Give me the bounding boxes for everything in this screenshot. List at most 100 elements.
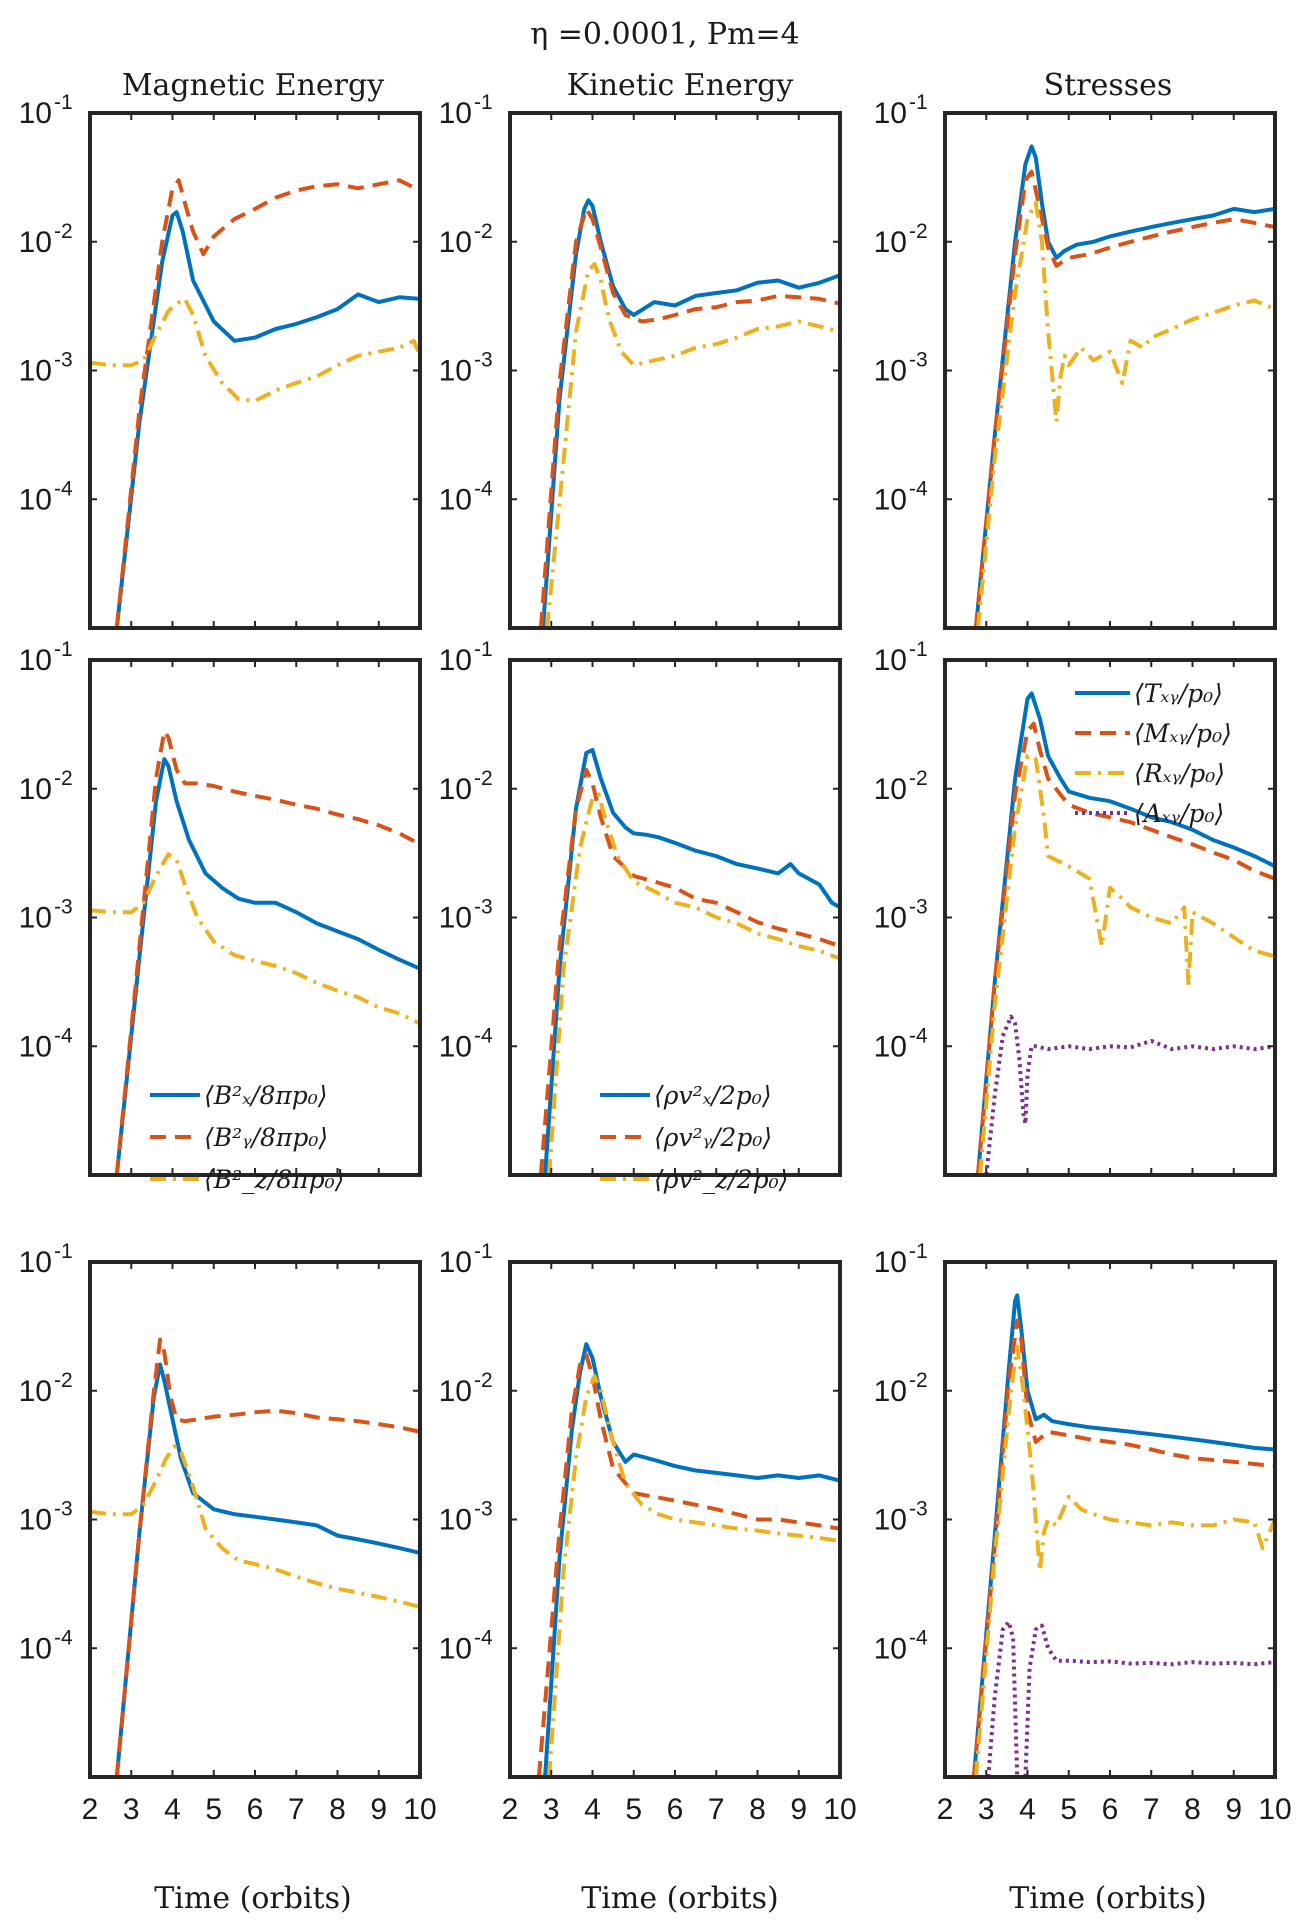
y-tick-exponent: -4 <box>54 1024 73 1047</box>
y-tick-label: 10 <box>19 1246 52 1279</box>
legend-label-dashdot: ⟨B²_z/8πp₀⟩ <box>204 1165 344 1194</box>
y-tick-exponent: -2 <box>474 220 493 243</box>
series-line-dashdot <box>547 792 840 1175</box>
y-tick-label: 10 <box>874 1246 907 1279</box>
y-tick-label: 10 <box>874 97 907 130</box>
y-tick-label: 10 <box>439 483 472 516</box>
y-tick-exponent: -1 <box>909 638 928 661</box>
panel-1-1: 10-110-210-310 -4⟨ρv²ₓ/2p₀⟩⟨ρv²ᵧ/2p₀⟩⟨ρv²… <box>439 638 842 1194</box>
y-tick-exponent: -4 <box>909 1024 928 1047</box>
y-tick-exponent: -1 <box>54 638 73 661</box>
series-line-dashdot <box>90 1444 420 1609</box>
x-tick-label: 8 <box>749 1793 766 1826</box>
series-line-dotted <box>984 1014 1275 1175</box>
y-tick-exponent: -3 <box>909 1498 928 1521</box>
series-line-solid <box>114 210 420 628</box>
legend-label-dash: ⟨ρv²ᵧ/2p₀⟩ <box>654 1123 772 1152</box>
series-line-solid <box>114 1362 420 1777</box>
x-tick-label: 10 <box>1258 1793 1291 1826</box>
y-tick-exponent: -2 <box>54 1369 73 1392</box>
series-line-solid <box>973 144 1275 628</box>
y-tick-exponent: -1 <box>909 1240 928 1263</box>
y-tick-exponent: -4 <box>474 1626 493 1649</box>
column-title-kinetic: Kinetic Energy <box>567 68 794 103</box>
y-tick-label: 10 <box>439 1375 472 1408</box>
legend-label-dashdot: ⟨ρv²_z/2p₀⟩ <box>654 1165 788 1194</box>
series-line-solid <box>543 748 840 1175</box>
series-line-dash <box>971 1318 1275 1777</box>
x-tick-label: 6 <box>1102 1793 1119 1826</box>
x-tick-label: 4 <box>584 1793 601 1826</box>
panel-1-0: 10-110-210-310 -4⟨B²ₓ/8πp₀⟩⟨B²ᵧ/8πp₀⟩⟨B²_… <box>19 638 422 1194</box>
y-tick-label: 10 <box>874 1632 907 1665</box>
legend-label-solid: ⟨ρv²ₓ/2p₀⟩ <box>654 1081 772 1110</box>
series-line-solid <box>971 1293 1275 1777</box>
panel-0-0: 10-110-210-310-4 <box>19 91 422 630</box>
y-tick-label: 10 <box>439 1246 472 1279</box>
series-line-dash <box>538 767 840 1175</box>
series-line-dashdot <box>547 1374 840 1777</box>
x-tick-label: 2 <box>937 1793 954 1826</box>
column-title-stresses: Stresses <box>1044 68 1173 103</box>
y-tick-label: 10 <box>439 644 472 677</box>
y-tick-exponent: -3 <box>474 349 493 372</box>
x-tick-label: 4 <box>1019 1793 1036 1826</box>
series-line-dashdot <box>976 201 1275 628</box>
y-tick-exponent: -2 <box>474 767 493 790</box>
series-line-dashdot <box>90 296 420 403</box>
y-tick-label: 10 <box>439 1504 472 1537</box>
y-tick-exponent: -1 <box>54 91 73 114</box>
x-tick-label: 7 <box>288 1793 305 1826</box>
x-tick-label: 3 <box>543 1793 560 1826</box>
y-tick-exponent: -2 <box>909 220 928 243</box>
x-tick-label: 5 <box>625 1793 642 1826</box>
y-tick-label: 10 <box>874 355 907 388</box>
x-tick-label: 10 <box>823 1793 856 1826</box>
y-tick-label: 10 <box>439 1632 472 1665</box>
x-tick-label: 9 <box>790 1793 807 1826</box>
legend-label-solid: ⟨B²ₓ/8πp₀⟩ <box>204 1081 328 1110</box>
y-tick-exponent: -4 <box>54 477 73 500</box>
x-tick-label: 2 <box>502 1793 519 1826</box>
panel-0-1: 10-110-210-310-4 <box>439 91 842 630</box>
y-tick-exponent: -3 <box>54 349 73 372</box>
legend-label-dashdot: ⟨Rₓᵧ/p₀⟩ <box>1134 759 1225 788</box>
x-tick-label: 7 <box>708 1793 725 1826</box>
series-line-dash <box>114 1337 420 1777</box>
x-axis-label-2: Time (orbits) <box>581 1881 778 1916</box>
y-tick-label: 10 <box>439 773 472 806</box>
y-tick-exponent: -2 <box>54 220 73 243</box>
x-tick-label: 6 <box>247 1793 264 1826</box>
y-tick-label: 10 <box>19 355 52 388</box>
y-tick-label: 10 <box>874 483 907 516</box>
y-tick-exponent: -1 <box>474 1240 493 1263</box>
series-line-dashdot <box>978 753 1275 1175</box>
y-tick-exponent: -4 <box>474 477 493 500</box>
y-tick-exponent: -3 <box>54 896 73 919</box>
y-tick-label: 10 <box>19 226 52 259</box>
figure-title: η =0.0001, Pm=4 <box>530 17 800 52</box>
y-tick-label: 10 <box>439 226 472 259</box>
y-tick-exponent: -4 <box>909 1626 928 1649</box>
y-tick-label: 10 <box>19 1375 52 1408</box>
y-tick-exponent: -4 <box>54 1626 73 1649</box>
y-tick-exponent: -1 <box>909 91 928 114</box>
panel-1-2: 10-110-210-310 -4⟨Tₓᵧ/p₀⟩⟨Mₓᵧ/p₀⟩⟨Rₓᵧ/p₀⟩… <box>874 638 1277 1177</box>
y-tick-exponent: -3 <box>54 1498 73 1521</box>
y-tick-label: 10 <box>439 902 472 935</box>
series-line-dash <box>114 729 420 1175</box>
legend: ⟨ρv²ₓ/2p₀⟩ ⟨ρv²ᵧ/2p₀⟩ ⟨ρv²_z/2p₀⟩ <box>600 1081 788 1194</box>
x-axis-label-3: Time (orbits) <box>1009 1881 1206 1916</box>
y-tick-label: 10 <box>439 355 472 388</box>
series-line-solid <box>541 198 840 628</box>
x-tick-label: 9 <box>370 1793 387 1826</box>
y-tick-label: 10 <box>19 1504 52 1537</box>
y-tick-exponent: -2 <box>54 767 73 790</box>
y-tick-exponent: -3 <box>909 349 928 372</box>
y-tick-label: 10 <box>874 902 907 935</box>
x-tick-label: 8 <box>329 1793 346 1826</box>
x-tick-label: 8 <box>1184 1793 1201 1826</box>
